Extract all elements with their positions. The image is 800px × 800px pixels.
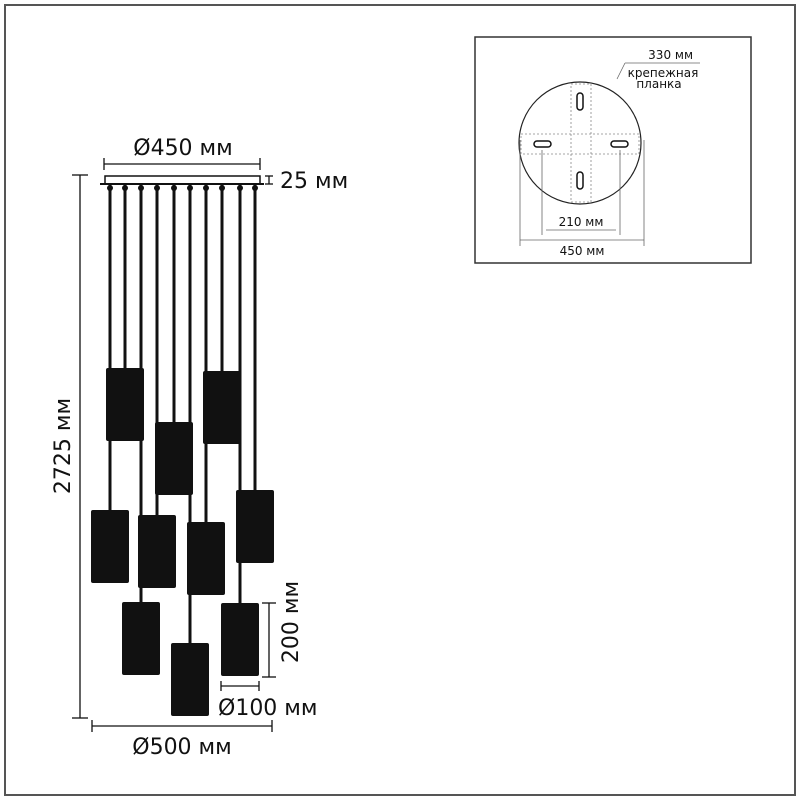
pendant-shade	[91, 510, 129, 583]
cord-grip	[122, 185, 128, 191]
cord-grip	[138, 185, 144, 191]
bracket-length-label: 330 мм	[648, 48, 693, 62]
pendant-shade	[138, 515, 176, 588]
bracket-label-line2: планка	[636, 77, 681, 91]
cord-grip	[171, 185, 177, 191]
shade-height-label: 200 мм	[279, 581, 304, 663]
mounting-bracket	[520, 83, 640, 203]
canopy	[100, 175, 264, 185]
hole-spacing-label: 210 мм	[559, 215, 604, 229]
pendant-shade	[171, 643, 209, 716]
cord-grip	[219, 185, 225, 191]
cord-grip	[154, 185, 160, 191]
pendant-shade	[236, 490, 274, 563]
mounting-inset: 330 мм крепежная планка 210 мм 450 мм	[474, 36, 752, 264]
pendant-shade	[203, 371, 241, 444]
canopy-circle	[518, 81, 642, 205]
cord-grip	[252, 185, 258, 191]
pendant-shade	[122, 602, 160, 675]
pendant-shade	[155, 422, 193, 495]
canopy-diameter-label: Ø450 мм	[133, 136, 233, 161]
canopy-height-label: 25 мм	[280, 169, 348, 194]
cord-grip	[237, 185, 243, 191]
total-height-label: 2725 мм	[51, 398, 76, 494]
mounting-holes	[533, 92, 629, 190]
overall-diameter-label: Ø500 мм	[132, 735, 232, 760]
pendant-shade	[221, 603, 259, 676]
dimension-lines	[72, 158, 276, 732]
bracket-label-line1: крепежная	[628, 66, 699, 80]
cord-grip	[107, 185, 113, 191]
outer-frame	[4, 4, 796, 796]
cord-grip	[203, 185, 209, 191]
inset-canopy-diameter-label: 450 мм	[560, 244, 605, 258]
shades	[91, 368, 274, 716]
shade-diameter-label: Ø100 мм	[218, 696, 318, 721]
pendant-shade	[187, 522, 225, 595]
pendant-shade	[106, 368, 144, 441]
cord-grip	[187, 185, 193, 191]
